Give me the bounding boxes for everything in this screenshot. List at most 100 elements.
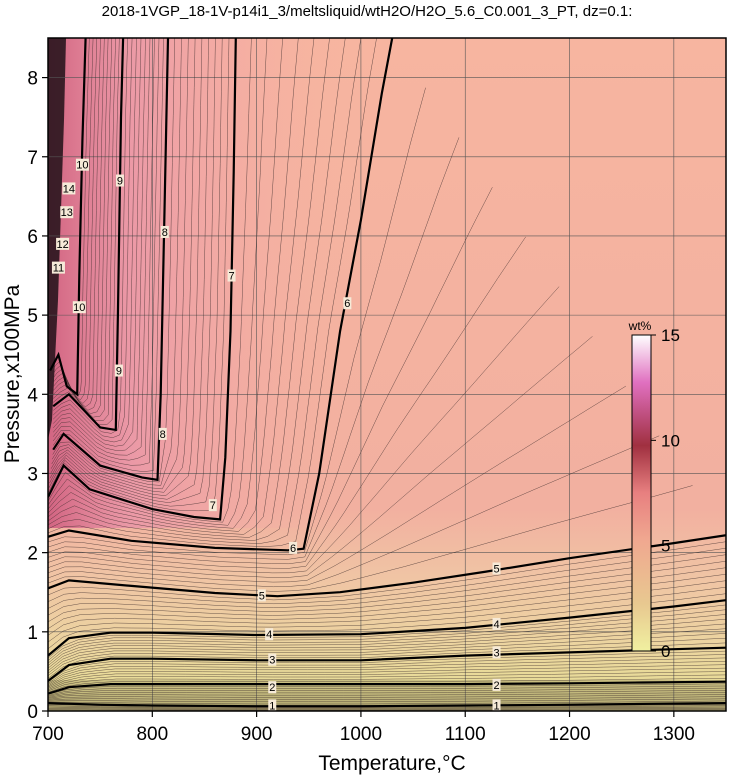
contour-label-bg-3 — [492, 678, 501, 691]
minor-contour-27 — [48, 593, 726, 649]
contour-line-7 — [48, 38, 237, 521]
minor-contour-9 — [48, 678, 726, 693]
contour-label-bg-20 — [51, 261, 65, 274]
contour-label-bg-6 — [265, 628, 274, 641]
colorbar-tick-label-1: 5 — [661, 537, 670, 556]
contour-label-bg-21 — [56, 237, 70, 250]
minor-contour-25 — [48, 609, 726, 661]
minor-contour-49 — [48, 38, 315, 535]
contour-label-14: 8 — [160, 429, 166, 441]
contour-label-bg-1 — [492, 699, 501, 712]
minor-contour-48 — [48, 38, 330, 538]
x-tick-label-5: 1200 — [548, 724, 590, 745]
contour-label-23: 14 — [63, 183, 75, 195]
contour-label-7: 4 — [493, 619, 499, 631]
minor-contour-23 — [48, 618, 726, 666]
minor-contour-82 — [48, 705, 726, 709]
contour-label-20: 11 — [53, 263, 64, 275]
minor-contour-32 — [48, 560, 726, 616]
minor-contour-66 — [53, 38, 151, 456]
minor-contour-45 — [48, 38, 377, 547]
minor-contour-69 — [53, 38, 137, 443]
contour-label-bg-2 — [268, 681, 277, 694]
contour-label-11: 6 — [344, 298, 350, 310]
minor-contour-8 — [48, 683, 726, 695]
contour-label-3: 2 — [493, 680, 499, 692]
contour-label-bg-12 — [208, 499, 217, 512]
minor-contour-61 — [51, 38, 182, 486]
plot-high-water-shading — [48, 38, 726, 528]
minor-contour-34 — [48, 547, 726, 605]
contour-line-1 — [48, 702, 726, 708]
minor-contour-21 — [48, 628, 726, 671]
contour-label-10: 6 — [290, 543, 296, 555]
minor-contour-39 — [48, 336, 593, 578]
minor-contour-30 — [48, 573, 726, 629]
contour-label-bg-5 — [492, 646, 501, 659]
minor-contour-31 — [48, 567, 726, 623]
minor-contour-84 — [48, 708, 726, 710]
minor-contour-6 — [48, 687, 726, 697]
contour-label-8: 5 — [259, 590, 265, 602]
minor-contour-64 — [52, 38, 160, 466]
minor-contour-52 — [48, 38, 268, 526]
colorbar-ramp — [631, 334, 652, 652]
minor-contour-29 — [48, 580, 726, 636]
minor-contour-5 — [48, 690, 726, 698]
x-tick-label-2: 900 — [241, 724, 273, 745]
contour-label-13: 7 — [229, 271, 235, 283]
y-tick-label-8: 8 — [27, 69, 38, 90]
minor-contour-65 — [53, 38, 155, 461]
y-tick-label-0: 0 — [27, 702, 38, 723]
contour-label-1: 1 — [493, 700, 499, 712]
x-tick-label-4: 1100 — [445, 724, 486, 745]
contour-label-4: 3 — [269, 655, 275, 667]
minor-contour-57 — [49, 38, 209, 500]
contour-line-9 — [52, 38, 125, 432]
colorbar-tick-label-2: 10 — [661, 431, 680, 450]
contour-label-19: 10 — [76, 160, 88, 172]
contour-label-bg-13 — [227, 269, 236, 282]
minor-contour-63 — [52, 38, 164, 472]
minor-contour-78 — [50, 38, 98, 404]
contour-label-15: 8 — [162, 227, 168, 239]
x-tick-label-1: 800 — [136, 724, 168, 745]
y-tick-label-6: 6 — [27, 227, 38, 248]
minor-contour-4 — [48, 692, 726, 699]
contour-label-17: 9 — [117, 176, 123, 188]
x-tick-label-6: 1300 — [653, 724, 695, 745]
minor-contour-47 — [48, 38, 346, 541]
minor-contour-73 — [52, 38, 116, 421]
contour-label-bg-9 — [492, 562, 501, 575]
minor-contour-54 — [48, 38, 230, 512]
minor-contour-20 — [48, 633, 726, 674]
contour-line-5 — [48, 534, 726, 598]
minor-contour-72 — [52, 38, 120, 425]
colorbar-tick-label-0: 0 — [661, 642, 670, 661]
contour-label-bg-22 — [60, 206, 74, 219]
minor-contour-15 — [48, 657, 726, 685]
minor-contour-41 — [48, 236, 526, 569]
minor-contour-55 — [48, 38, 223, 507]
contour-label-16: 9 — [116, 366, 122, 378]
minor-contour-68 — [53, 38, 142, 447]
minor-contour-36 — [48, 485, 693, 592]
minor-contour-71 — [53, 38, 128, 434]
contour-label-bg-23 — [62, 182, 76, 195]
major-contours — [48, 38, 726, 708]
chart-title: 2018-1VGP_18-1V-p14i1_3/meltsliquid/wtH2… — [102, 3, 633, 20]
contour-label-bg-11 — [343, 297, 352, 310]
contour-line-3 — [48, 646, 726, 682]
contour-label-5: 3 — [493, 647, 499, 659]
y-axis-label: Pressure,x100MPa — [1, 284, 24, 463]
minor-contour-62 — [52, 38, 175, 483]
contour-label-bg-10 — [289, 541, 298, 554]
minor-contour-67 — [53, 38, 146, 451]
minor-contour-74 — [52, 38, 113, 418]
minor-contour-53 — [48, 38, 252, 523]
contour-label-12: 7 — [210, 500, 216, 512]
x-axis-ticks: 700 800 900 1000 1100 1200 1300 — [32, 711, 695, 745]
minor-contour-59 — [50, 38, 196, 493]
